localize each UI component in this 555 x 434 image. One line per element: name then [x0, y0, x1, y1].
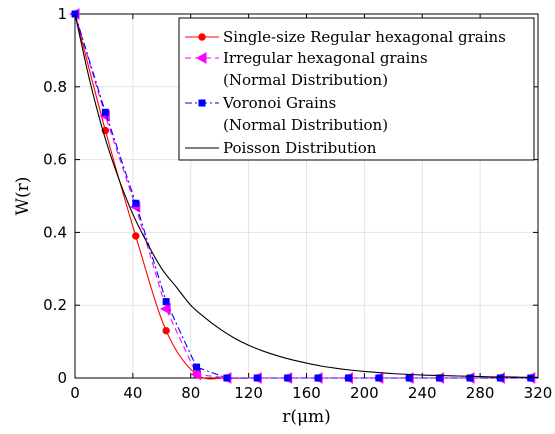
- legend-label: Voronoi Grains: [222, 94, 336, 112]
- x-tick-label: 0: [70, 384, 80, 402]
- data-point: [344, 374, 352, 382]
- series-line: [74, 13, 539, 378]
- y-axis-title: W(r): [13, 177, 33, 216]
- legend: Single-size Regular hexagonal grains Irre…: [178, 17, 535, 161]
- x-axis-title: r(μm): [282, 407, 331, 427]
- data-point: [527, 374, 535, 382]
- y-tick-label: 1: [57, 5, 67, 23]
- legend-label: Poisson Distribution: [223, 139, 377, 157]
- data-point: [223, 374, 231, 382]
- y-axis-ticks: 0 0.2 0.4 0.6 0.8 1: [43, 5, 538, 387]
- x-tick-label: 280: [466, 384, 495, 402]
- x-tick-label: 240: [408, 384, 437, 402]
- series-layer: [68, 8, 539, 384]
- x-tick-label: 200: [350, 384, 379, 402]
- series-4: [74, 13, 539, 378]
- legend-label: Irregular hexagonal grains: [223, 49, 428, 67]
- legend-swatch-marker: [198, 99, 206, 107]
- series-3: [71, 10, 535, 382]
- data-point: [314, 374, 322, 382]
- series-line: [74, 13, 531, 379]
- x-axis-ticks: 0 40 80 120 160 200 240 280 320: [70, 14, 552, 402]
- y-tick-label: 0.4: [43, 223, 67, 241]
- y-tick-label: 0.6: [43, 151, 67, 169]
- data-point: [162, 326, 170, 335]
- data-point: [193, 363, 201, 371]
- data-point: [405, 374, 413, 382]
- legend-entry: Voronoi Grains (Normal Distribution): [185, 94, 388, 134]
- data-point: [496, 374, 504, 382]
- x-tick-label: 320: [524, 384, 553, 402]
- legend-swatch-marker: [198, 33, 206, 41]
- data-point: [162, 298, 170, 306]
- data-point: [132, 232, 140, 240]
- x-tick-label: 80: [181, 384, 200, 402]
- legend-box: [178, 17, 535, 161]
- legend-label-line2: (Normal Distribution): [223, 71, 388, 89]
- x-tick-label: 120: [234, 384, 263, 402]
- data-point: [190, 368, 202, 381]
- x-tick-label: 40: [123, 384, 142, 402]
- data-point: [253, 374, 261, 382]
- data-point: [132, 199, 140, 207]
- legend-swatch-marker: [195, 52, 207, 64]
- data-point: [375, 374, 383, 382]
- y-tick-label: 0.2: [43, 296, 67, 314]
- series-line: [74, 13, 531, 379]
- legend-entry: Irregular hexagonal grains (Normal Distri…: [185, 49, 428, 89]
- x-tick-label: 160: [292, 384, 321, 402]
- data-point: [466, 374, 474, 382]
- legend-entry: Poisson Distribution: [185, 139, 377, 157]
- y-tick-label: 0: [57, 369, 67, 387]
- legend-label: Single-size Regular hexagonal grains: [223, 28, 506, 46]
- data-point: [101, 108, 109, 116]
- data-point: [284, 374, 292, 382]
- y-tick-label: 0.8: [43, 78, 67, 96]
- legend-label-line2: (Normal Distribution): [223, 116, 388, 134]
- legend-entry: Single-size Regular hexagonal grains: [185, 28, 506, 46]
